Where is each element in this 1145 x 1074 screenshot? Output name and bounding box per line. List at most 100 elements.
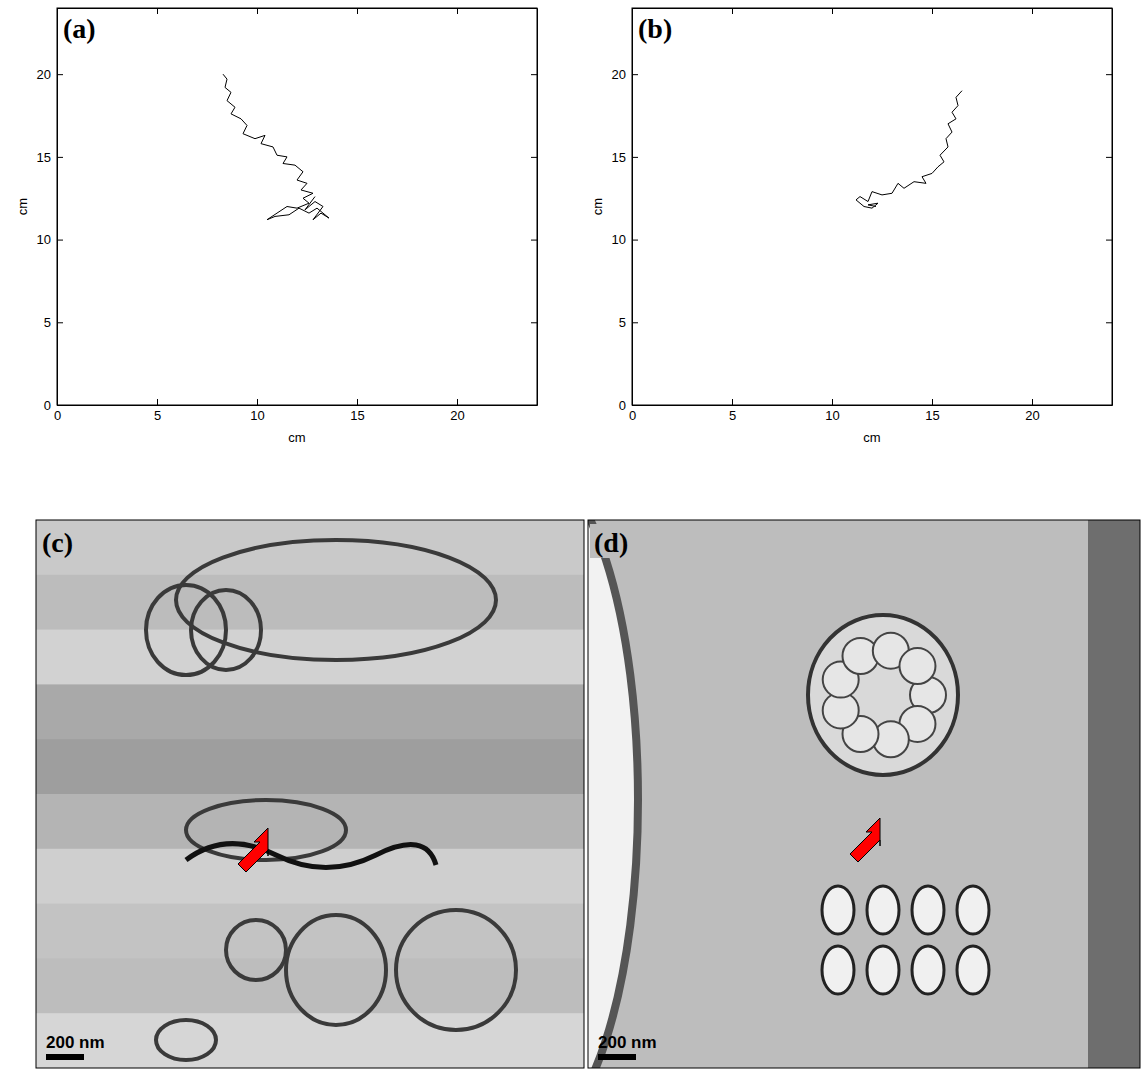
tick-label: 10 — [250, 408, 264, 423]
tick-label: 5 — [154, 408, 161, 423]
label-ground — [590, 524, 642, 558]
tick-mark — [632, 157, 638, 158]
canvas: 0510152005101520cmcm(a)0510152005101520c… — [0, 0, 1145, 1074]
tick-label: 0 — [619, 398, 626, 413]
tick-mark — [632, 74, 638, 75]
image-frame — [36, 520, 584, 1068]
tick: 15 — [350, 399, 364, 423]
figure: 0510152005101520cmcm(a)0510152005101520c… — [0, 0, 1145, 1074]
tick — [932, 8, 933, 14]
tick-mark — [1032, 8, 1033, 14]
arrow — [238, 828, 268, 872]
tick: 5 — [154, 399, 161, 423]
image-background — [588, 520, 1140, 1068]
tick-label: 10 — [825, 408, 839, 423]
label-ground — [38, 524, 90, 558]
tick-mark — [357, 399, 358, 405]
trajectory-line — [223, 74, 329, 220]
tick-mark — [257, 399, 258, 405]
membrane — [396, 910, 516, 1030]
membrane — [186, 844, 436, 868]
x-axis-top — [633, 8, 1113, 14]
tick-mark — [932, 399, 933, 405]
plot-frame — [632, 8, 1112, 405]
microvillus — [957, 946, 989, 994]
tick-label: 15 — [350, 408, 364, 423]
plot-panel: 0510152005101520cmcm(a) — [15, 8, 538, 445]
tick: 15 — [612, 150, 638, 165]
tick-label: 0 — [629, 408, 636, 423]
tick — [531, 322, 537, 323]
tick-label: 0 — [44, 398, 51, 413]
tick: 20 — [37, 67, 63, 82]
tick-label: 15 — [925, 408, 939, 423]
y-axis-title: cm — [15, 198, 30, 215]
tick-label: 10 — [612, 232, 626, 247]
tick-mark — [632, 322, 638, 323]
tick-label: 20 — [1025, 408, 1039, 423]
tick-label: 5 — [44, 315, 51, 330]
arrow — [850, 818, 880, 862]
image-band — [36, 684, 584, 740]
axis-line — [537, 9, 538, 406]
tick — [1106, 322, 1112, 323]
image-band — [36, 520, 584, 576]
cell-edge — [588, 520, 638, 1068]
tick-mark — [1106, 405, 1112, 406]
tick — [257, 8, 258, 14]
tick-mark — [1106, 157, 1112, 158]
image-content — [588, 520, 1140, 1068]
tick-mark — [57, 322, 63, 323]
tick — [57, 8, 58, 14]
tick — [1106, 74, 1112, 75]
tick-mark — [732, 8, 733, 14]
tick — [531, 405, 537, 406]
membrane — [146, 585, 226, 675]
tick-mark — [1106, 74, 1112, 75]
image-band — [36, 794, 584, 850]
scale-bar-label: 200 nm — [598, 1033, 657, 1052]
tick-mark — [457, 8, 458, 14]
microvillus — [867, 946, 899, 994]
tick-mark — [531, 405, 537, 406]
tick-mark — [531, 157, 537, 158]
membrane — [156, 1020, 216, 1060]
tick — [531, 157, 537, 158]
tick: 0 — [44, 398, 63, 413]
microvillus — [912, 946, 944, 994]
tick-mark — [531, 240, 537, 241]
tick-mark — [632, 8, 633, 14]
tick-label: 5 — [619, 315, 626, 330]
tick — [832, 8, 833, 14]
tick: 5 — [729, 399, 736, 423]
tick: 10 — [250, 399, 264, 423]
tick-label: 5 — [729, 408, 736, 423]
tick — [531, 74, 537, 75]
tick — [1106, 157, 1112, 158]
tick: 5 — [619, 315, 638, 330]
panel-label: (c) — [42, 527, 73, 558]
image-band — [36, 575, 584, 631]
tick — [457, 8, 458, 14]
microvillus — [822, 946, 854, 994]
tick-label: 15 — [612, 150, 626, 165]
tick-mark — [632, 240, 638, 241]
tick — [732, 8, 733, 14]
tick: 15 — [925, 399, 939, 423]
plot-frame — [57, 8, 537, 405]
tick-mark — [57, 240, 63, 241]
image-content — [36, 520, 584, 1068]
tick-mark — [57, 405, 63, 406]
y-axis-right — [531, 9, 538, 406]
image-frame — [588, 520, 1140, 1068]
tick-mark — [457, 399, 458, 405]
scale-bar-label: 200 nm — [46, 1033, 105, 1052]
tick — [157, 8, 158, 14]
membrane — [191, 590, 261, 670]
tick-mark — [531, 322, 537, 323]
microvillus — [867, 886, 899, 934]
dark-region — [1088, 520, 1140, 1068]
tick-mark — [257, 8, 258, 14]
tick: 10 — [37, 232, 63, 247]
y-axis: 05101520 — [612, 9, 638, 413]
